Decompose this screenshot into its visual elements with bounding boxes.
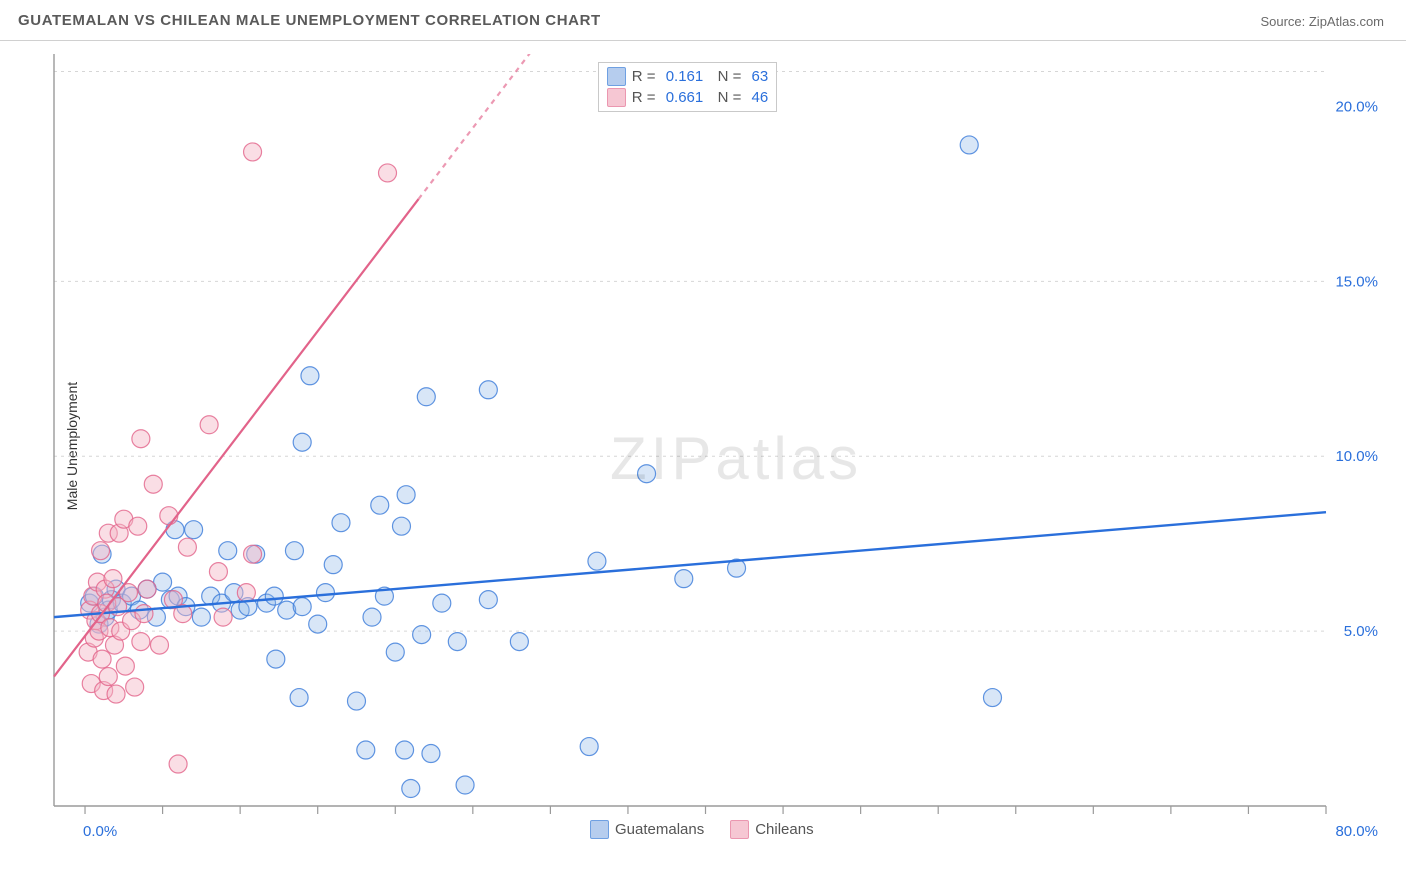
stats-row: R = 0.661 N = 46 (607, 88, 768, 107)
stats-row: R = 0.161 N = 63 (607, 67, 768, 86)
stat-r-value: 0.661 (666, 89, 704, 106)
chart-title: GUATEMALAN VS CHILEAN MALE UNEMPLOYMENT … (18, 12, 601, 29)
stats-legend-box: R = 0.161 N = 63R = 0.661 N = 46 (598, 62, 777, 112)
svg-text:0.0%: 0.0% (83, 823, 117, 840)
svg-text:20.0%: 20.0% (1335, 98, 1378, 115)
stat-n-label: N = (709, 89, 741, 106)
chart-source: Source: ZipAtlas.com (1260, 14, 1384, 29)
legend-swatch (590, 820, 609, 839)
svg-text:80.0%: 80.0% (1335, 823, 1378, 840)
legend-item: Guatemalans (590, 820, 704, 839)
stat-r-value: 0.161 (666, 68, 704, 85)
series-swatch (607, 88, 626, 107)
stat-r-label: R = (632, 89, 660, 106)
bottom-legend: Guatemalans Chileans (590, 820, 814, 839)
chart-svg: 5.0% 10.0% 15.0% 20.0% 0.0% 80.0% (50, 54, 1386, 850)
legend-label: Guatemalans (615, 821, 704, 838)
series-swatch (607, 67, 626, 86)
svg-text:5.0%: 5.0% (1344, 623, 1378, 640)
stat-n-value: 63 (747, 68, 768, 85)
svg-text:10.0%: 10.0% (1335, 448, 1378, 465)
stat-r-label: R = (632, 68, 660, 85)
svg-text:15.0%: 15.0% (1335, 273, 1378, 290)
scatter-plot: 5.0%10.0%15.0%20.0%0.0%80.0% ZIPatlas R … (50, 54, 1386, 850)
stat-n-label: N = (709, 68, 741, 85)
legend-item: Chileans (730, 820, 813, 839)
legend-swatch (730, 820, 749, 839)
legend-label: Chileans (755, 821, 813, 838)
stat-n-value: 46 (747, 89, 768, 106)
chart-header: GUATEMALAN VS CHILEAN MALE UNEMPLOYMENT … (0, 0, 1406, 41)
